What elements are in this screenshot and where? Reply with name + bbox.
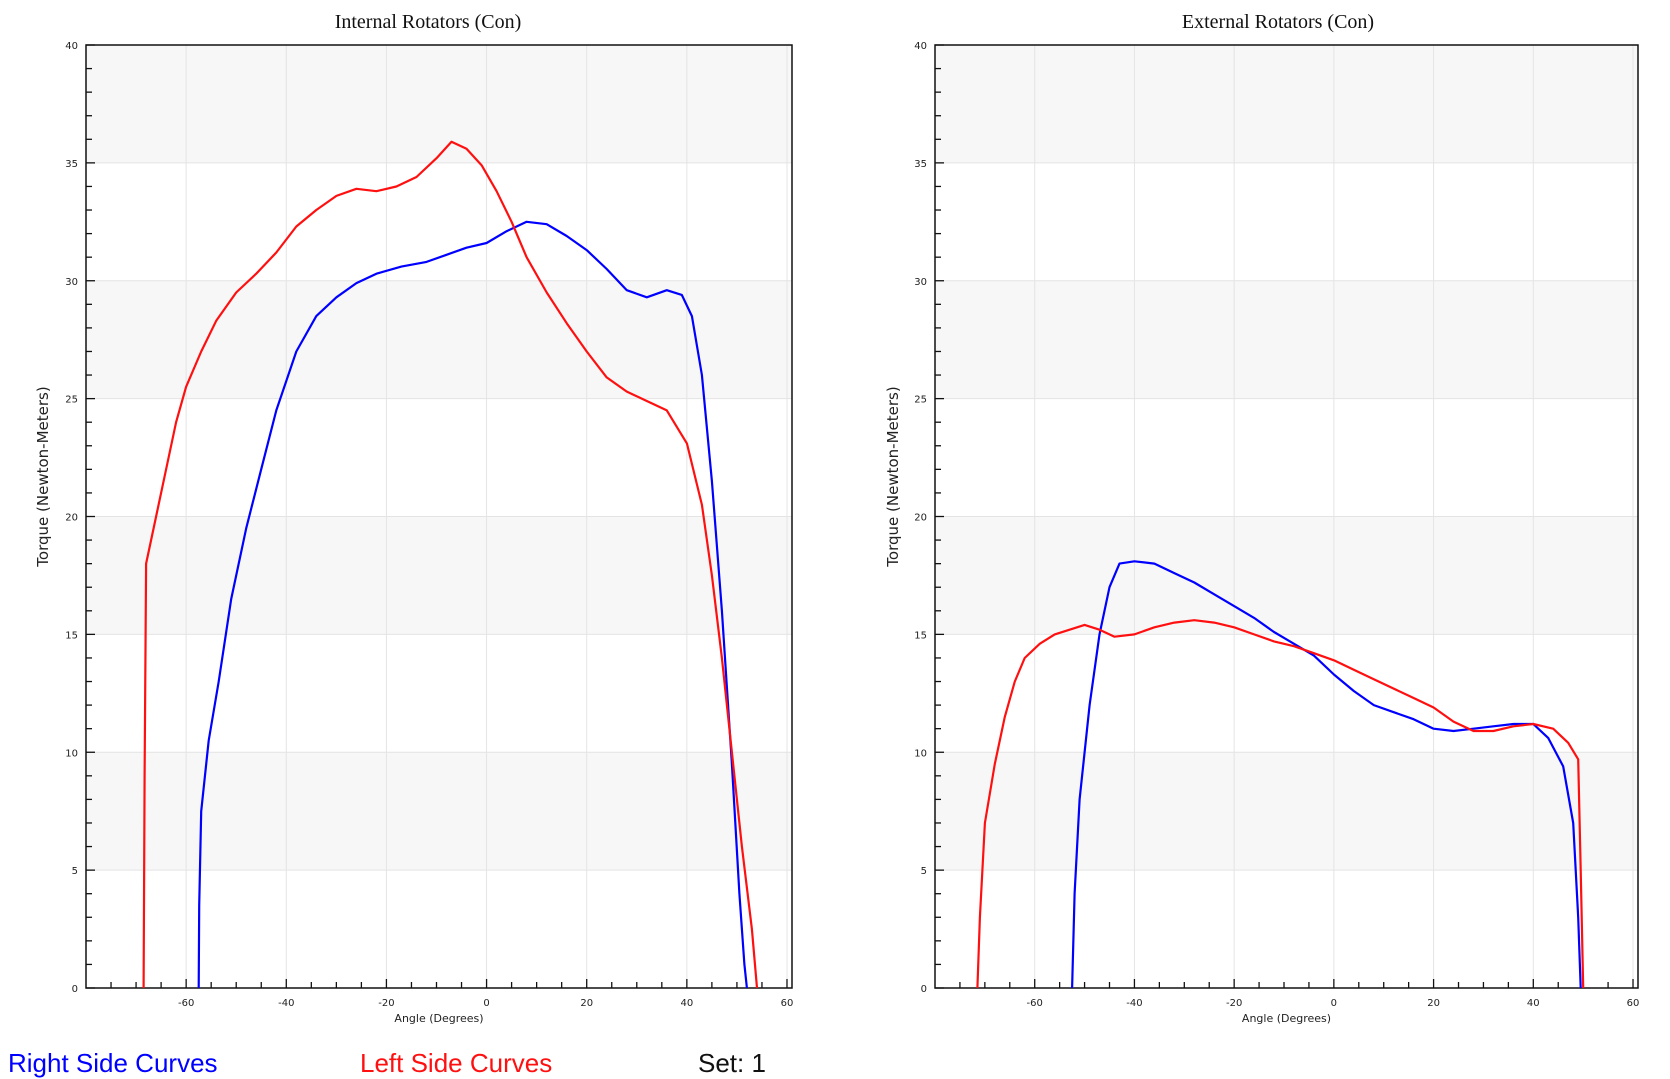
series-line-left-side	[976, 619, 1585, 989]
chart-internal-rotators: 0 5 10 15 20 25 30 35 40 -60 -40 -20 0 20 40 60 Internal…	[34, 11, 793, 1025]
y-tick-label: 30	[65, 277, 78, 288]
x-axis-label: Angle (Degrees)	[394, 1012, 483, 1025]
plot-band	[935, 280, 1638, 399]
x-tick-label: 60	[1627, 998, 1640, 1009]
y-tick-label: 30	[914, 277, 927, 288]
series-line-left-side	[142, 140, 759, 989]
plot-band	[86, 45, 792, 163]
x-tick-label: -20	[1226, 998, 1242, 1009]
y-tick-label: 10	[914, 748, 927, 759]
plot-band	[86, 280, 792, 399]
y-tick-label: 0	[921, 984, 927, 995]
plot-band	[935, 516, 1638, 635]
set-label: Set: 1	[698, 1048, 766, 1078]
legend-right-side: Right Side Curves	[8, 1048, 218, 1078]
y-tick-label: 40	[914, 41, 927, 52]
plot-band	[935, 752, 1638, 871]
x-tick-label: 60	[781, 998, 794, 1009]
y-tick-label: 10	[65, 748, 78, 759]
y-tick-label: 15	[65, 630, 78, 641]
y-tick-label: 20	[65, 513, 78, 524]
x-tick-label: -40	[278, 998, 294, 1009]
x-tick-label: 40	[1527, 998, 1540, 1009]
series-line-right-side	[197, 220, 748, 989]
x-tick-label: 20	[580, 998, 593, 1009]
y-tick-label: 40	[65, 41, 78, 52]
y-axis-label: Torque (Newton-Meters)	[34, 386, 52, 567]
y-tick-label: 5	[72, 866, 78, 877]
y-tick-label: 20	[914, 513, 927, 524]
chart-title: External Rotators (Con)	[1182, 11, 1374, 33]
y-tick-label: 35	[65, 159, 78, 170]
x-tick-label: 0	[1331, 998, 1337, 1009]
x-tick-label: 0	[483, 998, 489, 1009]
x-tick-label: 40	[680, 998, 693, 1009]
y-axis-label: Torque (Newton-Meters)	[884, 386, 902, 567]
y-tick-label: 35	[914, 159, 927, 170]
plot-band	[86, 752, 792, 871]
x-tick-label: -20	[378, 998, 394, 1009]
plot-band	[86, 516, 792, 635]
chart-external-rotators: 0 5 10 15 20 25 30 35 40 -60 -40 -20 0 20 40 60 External…	[884, 11, 1639, 1025]
x-tick-label: -60	[178, 998, 194, 1009]
y-tick-label: 25	[914, 395, 927, 406]
y-tick-label: 15	[914, 630, 927, 641]
legend-left-side: Left Side Curves	[360, 1048, 553, 1078]
y-tick-label: 25	[65, 395, 78, 406]
x-tick-label: -40	[1126, 998, 1142, 1009]
plot-band	[935, 45, 1638, 163]
y-tick-label: 5	[921, 866, 927, 877]
chart-title: Internal Rotators (Con)	[335, 11, 522, 33]
x-axis-label: Angle (Degrees)	[1242, 1012, 1331, 1025]
x-tick-label: -60	[1027, 998, 1043, 1009]
y-tick-label: 0	[72, 984, 78, 995]
x-tick-label: 20	[1427, 998, 1440, 1009]
